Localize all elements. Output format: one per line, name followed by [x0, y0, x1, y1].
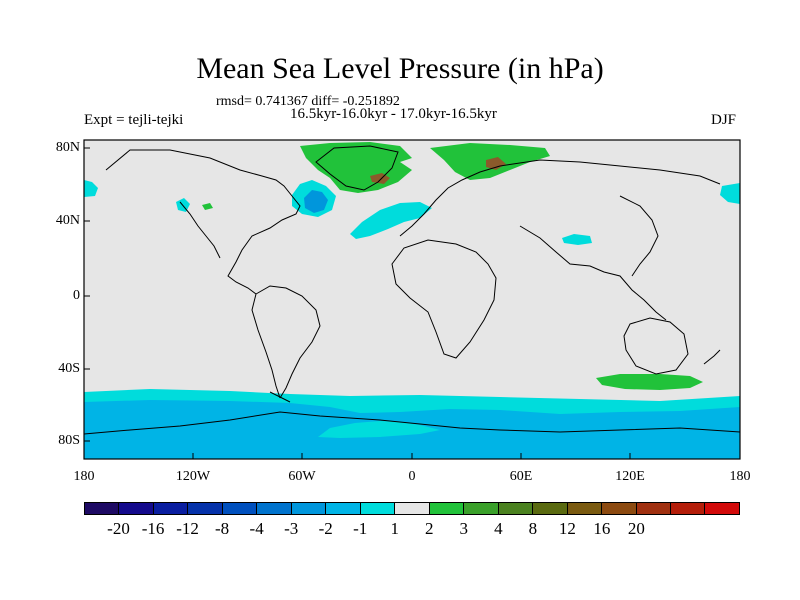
y-tick-label: 0 [73, 288, 80, 303]
colorbar-swatch [705, 503, 739, 514]
colorbar-label: -20 [107, 519, 130, 538]
colorbar-label: 12 [558, 519, 576, 538]
northern-eurasia-dark-anomaly [486, 157, 506, 170]
colorbar-swatch [326, 503, 361, 514]
colorbar-swatch [222, 503, 258, 514]
greenland-dark-anomaly [370, 173, 390, 184]
x-tick-label: 60E [509, 469, 533, 484]
y-tick-label: 80S [58, 433, 80, 448]
colorbar-label: -3 [284, 519, 299, 538]
colorbar-label: 16 [593, 519, 611, 538]
northwest-atlantic-anomaly-dark [304, 190, 328, 213]
antarctica-light-anomaly [318, 421, 440, 438]
colorbar-label: -8 [215, 519, 230, 538]
colorbar-label: 1 [390, 519, 399, 538]
colorbar-label: -12 [176, 519, 199, 538]
colorbar-swatch [291, 503, 327, 514]
rmsd-diff-stats: rmsd= 0.741367 diff= -0.251892 [216, 94, 400, 109]
colorbar-label: 20 [627, 519, 645, 538]
colorbar-label: 8 [528, 519, 538, 538]
x-tick-label: 60W [288, 469, 316, 484]
x-tick-label: 180 [729, 469, 751, 484]
colorbar-swatch [602, 503, 637, 514]
north-america-small-positive [202, 203, 213, 210]
pacific-west-anomaly [84, 180, 98, 197]
south-indian-ocean-positive-anomaly [596, 374, 703, 390]
x-tick-label: 120E [615, 469, 645, 484]
colorbar-label: -2 [318, 519, 333, 538]
colorbar-swatch [188, 503, 223, 514]
colorbar-label: -1 [353, 519, 368, 538]
colorbar [84, 502, 740, 515]
colorbar-label: 3 [459, 519, 469, 538]
y-tick-label: 40S [58, 361, 80, 376]
pacific-east-anomaly [720, 183, 740, 204]
tick-marks [84, 147, 631, 459]
coastlines [84, 145, 740, 435]
colorbar-swatch [464, 503, 499, 514]
east-atlantic-anomaly [350, 202, 432, 239]
colorbar-label: -4 [249, 519, 264, 538]
central-asia-anomaly [562, 234, 592, 245]
colorbar-swatch [257, 503, 292, 514]
y-tick-label: 80N [55, 140, 80, 155]
colorbar-swatch [670, 503, 706, 514]
colorbar-swatch [567, 503, 603, 514]
x-tick-label: 180 [73, 469, 95, 484]
colorbar-label: 4 [494, 519, 503, 538]
colorbar-swatch [85, 503, 120, 514]
experiment-label: Expt = tejli-tejki [84, 112, 184, 128]
colorbar-swatch [533, 503, 568, 514]
colorbar-swatch [119, 503, 154, 514]
page-title: Mean Sea Level Pressure (in hPa) [196, 52, 604, 85]
colorbar-swatch [153, 503, 189, 514]
y-tick-label: 40N [55, 213, 80, 228]
x-tick-label: 0 [408, 469, 416, 484]
colorbar-swatch [636, 503, 671, 514]
colorbar-swatch [360, 503, 396, 514]
colorbar-swatch [498, 503, 534, 514]
period-comparison: 16.5kyr-16.0kyr - 17.0kyr-16.5kyr [290, 106, 497, 122]
colorbar-swatch [395, 503, 430, 514]
colorbar-label: -16 [141, 519, 165, 538]
x-tick-label: 120W [175, 469, 211, 484]
season-label: DJF [711, 112, 737, 128]
colorbar-swatch [429, 503, 465, 514]
colorbar-label: 2 [425, 519, 434, 538]
